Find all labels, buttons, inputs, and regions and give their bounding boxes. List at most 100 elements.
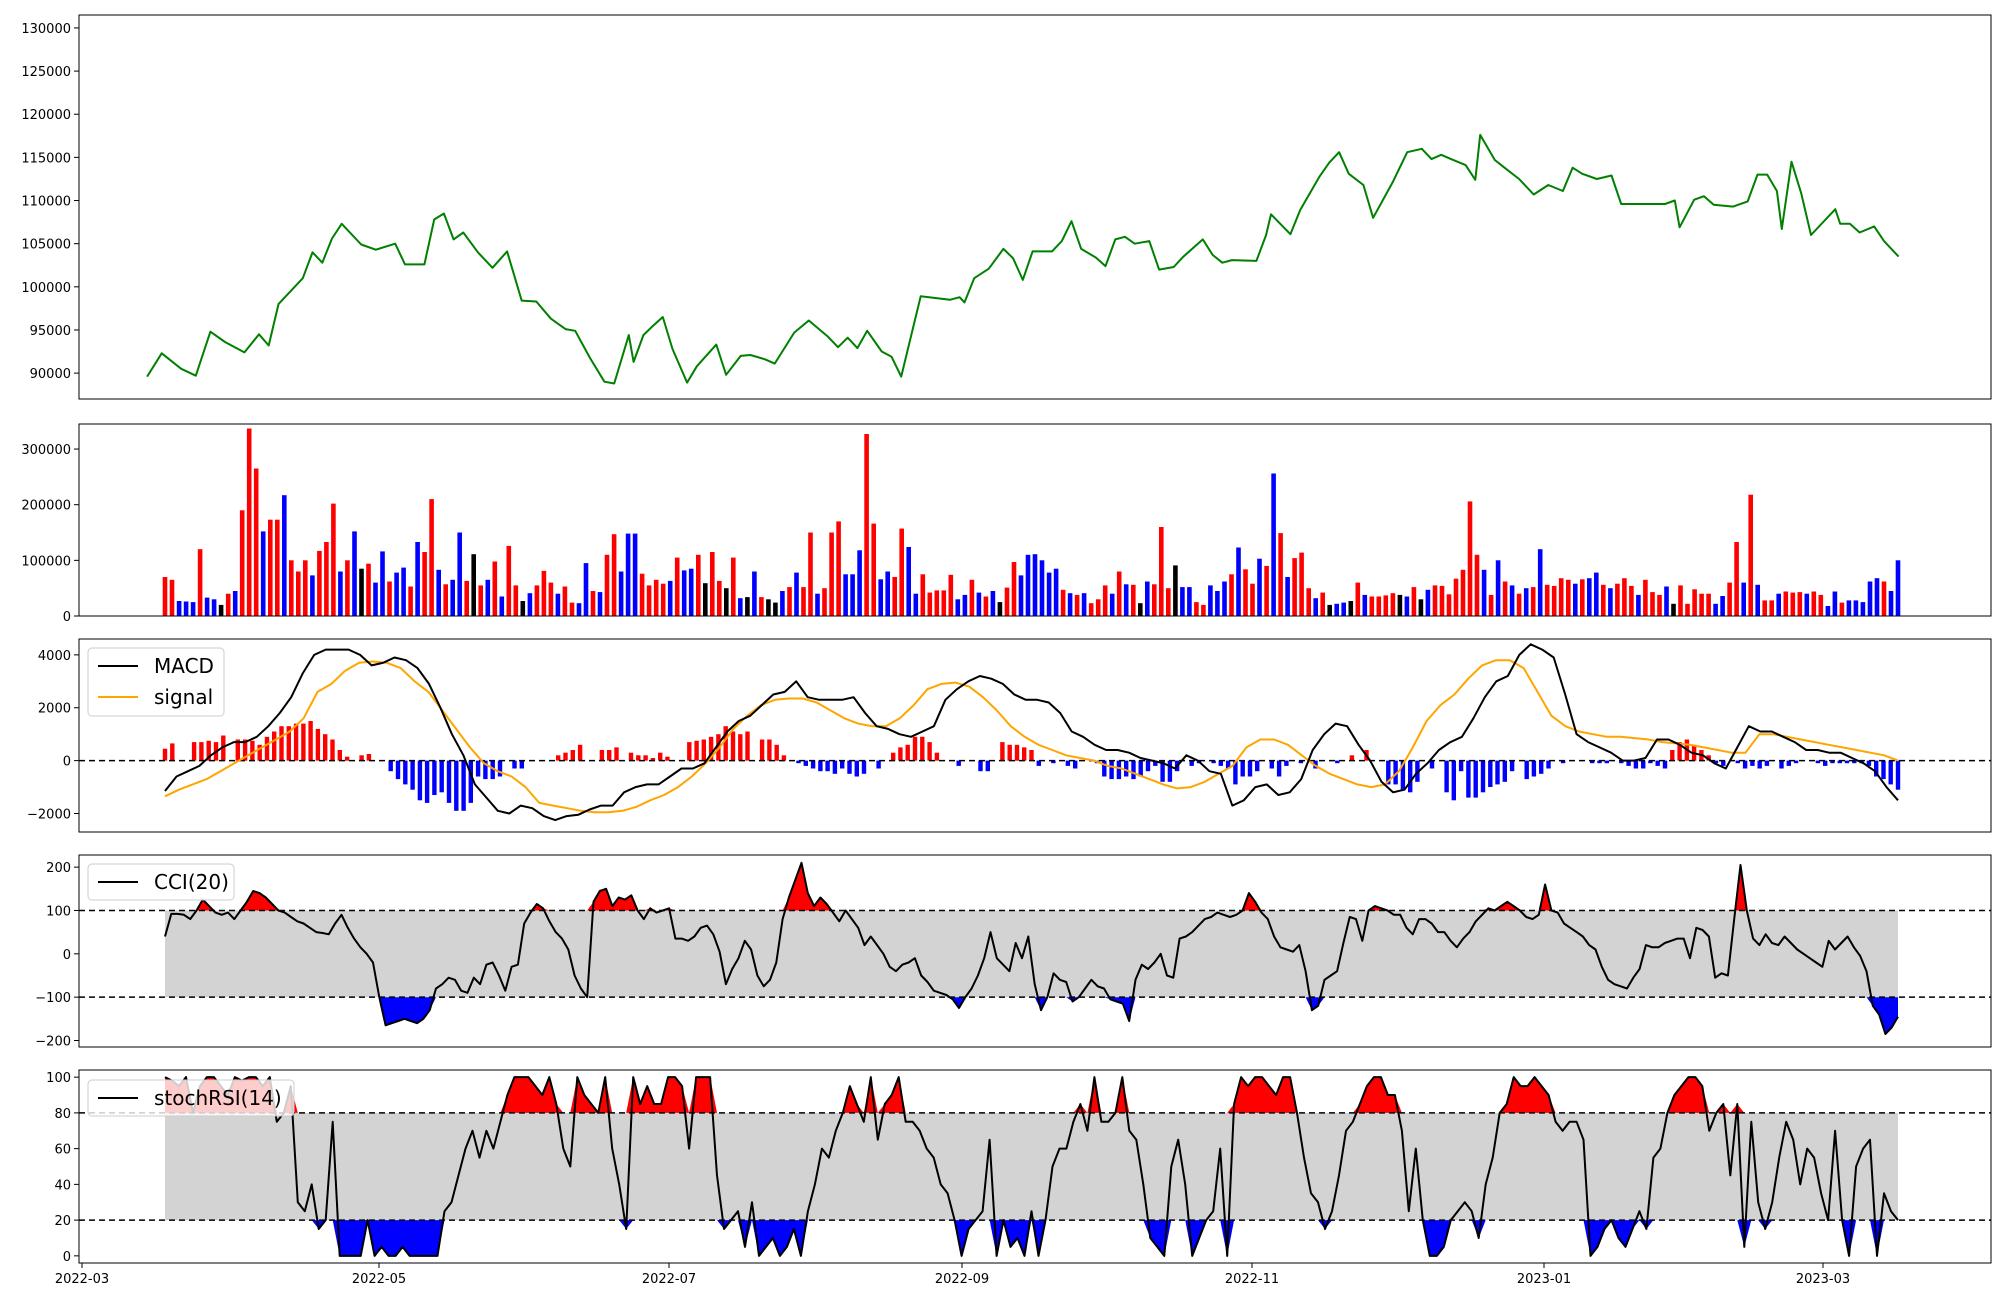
volume-bar [1727, 582, 1732, 616]
volume-bar [1860, 602, 1866, 616]
volume-bar [1116, 571, 1122, 616]
volume-bar [443, 584, 448, 616]
macd-histogram-bar [730, 731, 736, 761]
volume-bar [892, 577, 897, 616]
macd-histogram-bar [658, 752, 663, 761]
volume-bar [611, 534, 617, 616]
macd-histogram-bar [1823, 760, 1828, 766]
volume-bar [576, 603, 582, 616]
macd-histogram-bar [1109, 760, 1114, 780]
volume-bar [1348, 601, 1354, 616]
macd-histogram-bar [1007, 744, 1012, 761]
macd-histogram-bar [490, 760, 495, 780]
price-ytick-label: 120000 [21, 108, 71, 123]
volume-bar [260, 531, 266, 616]
volume-bar [1790, 592, 1796, 616]
macd-histogram-bar [199, 742, 204, 761]
volume-panel-frame [78, 423, 1992, 617]
volume-bar [1832, 591, 1838, 616]
stochrsi-oversold-fill [165, 1220, 1898, 1256]
x-tick-label: 2022-07 [642, 1272, 696, 1287]
volume-bar [871, 523, 876, 616]
volume-bar [1460, 569, 1466, 616]
volume-bar [703, 583, 708, 616]
macd-histogram-bar [1473, 760, 1478, 798]
macd-histogram-bar [891, 752, 896, 761]
volume-bar [1580, 579, 1585, 616]
volume-bar [1229, 574, 1234, 616]
macd-histogram-bar [1429, 760, 1435, 769]
volume-bar [1685, 603, 1690, 616]
volume-bar [1236, 547, 1241, 616]
volume-bar [590, 591, 596, 616]
volume-bar [688, 568, 694, 616]
macd-histogram-bar [650, 758, 656, 761]
cci-panel: −200 −100 0 100 200 CCI(20) [35, 854, 1992, 1049]
volume-bar [1516, 593, 1522, 616]
volume-bar [1046, 572, 1052, 616]
x-tick-label: 2022-03 [55, 1272, 109, 1287]
macd-histogram-bar [1131, 760, 1136, 780]
price-ytick-label: 100000 [21, 281, 71, 296]
macd-histogram-bar [454, 760, 459, 811]
macd-histogram-bar [512, 760, 517, 769]
volume-bar [1215, 591, 1220, 616]
macd-histogram-bar [257, 744, 262, 761]
volume-bar [289, 560, 294, 616]
volume-bar [415, 542, 420, 616]
volume-bar [1776, 593, 1781, 616]
macd-histogram-bar [978, 760, 983, 772]
macd-histogram-bar [1269, 760, 1274, 769]
volume-bar [436, 569, 441, 616]
volume-bar [239, 510, 245, 616]
price-ytick-label: 125000 [21, 65, 71, 80]
macd-histogram-bar [293, 723, 299, 761]
stochrsi-ytick-label: 20 [54, 1214, 71, 1229]
macd-histogram-bar [1145, 760, 1151, 772]
volume-bar [1825, 606, 1831, 616]
macd-histogram-bar [439, 760, 444, 793]
macd-histogram-bar [1225, 760, 1231, 769]
macd-histogram-bar [403, 760, 408, 785]
macd-histogram-bar [1284, 760, 1289, 766]
stochrsi-legend-box [87, 1079, 295, 1117]
volume-bar [794, 572, 799, 616]
volume-bar [225, 593, 231, 616]
volume-bar [1180, 587, 1185, 616]
macd-histogram-bar [446, 760, 452, 803]
volume-bar [464, 580, 469, 616]
macd-histogram-bar [1247, 760, 1253, 777]
macd-histogram-bar [577, 744, 583, 761]
volume-bar [1222, 581, 1227, 616]
volume-bar [625, 533, 631, 616]
volume-bar [1881, 581, 1887, 616]
price-ytick-label: 130000 [21, 22, 71, 37]
stochrsi-legend: stochRSI(14) [87, 1079, 295, 1117]
volume-bar [380, 551, 385, 616]
volume-bar [801, 587, 806, 616]
macd-histogram-bar [556, 755, 561, 761]
macd-histogram-bar [162, 748, 168, 761]
x-tick-label: 2023-01 [1517, 1272, 1571, 1287]
volume-bar [275, 519, 280, 616]
volume-bar [1432, 585, 1438, 616]
volume-bar [1320, 592, 1325, 616]
macd-histogram-bar [1779, 760, 1784, 769]
volume-bar [541, 570, 547, 616]
volume-bar [1636, 594, 1641, 616]
volume-panel: 0 100000 200000 300000 [21, 423, 1992, 625]
volume-bar [660, 583, 666, 616]
volume-bar [1341, 602, 1346, 616]
macd-histogram-bar [206, 740, 211, 761]
volume-bar [204, 597, 210, 616]
macd-histogram-bar [519, 760, 524, 769]
volume-bar [1502, 581, 1508, 616]
macd-histogram-bar [1444, 760, 1449, 793]
volume-bar [1425, 589, 1431, 616]
volume-bar [352, 531, 357, 616]
volume-bar [1278, 533, 1283, 616]
macd-histogram-bar [308, 721, 313, 761]
macd-histogram-bar [1480, 760, 1486, 793]
macd-histogram-bar [286, 726, 291, 761]
volume-bar [1376, 596, 1382, 616]
